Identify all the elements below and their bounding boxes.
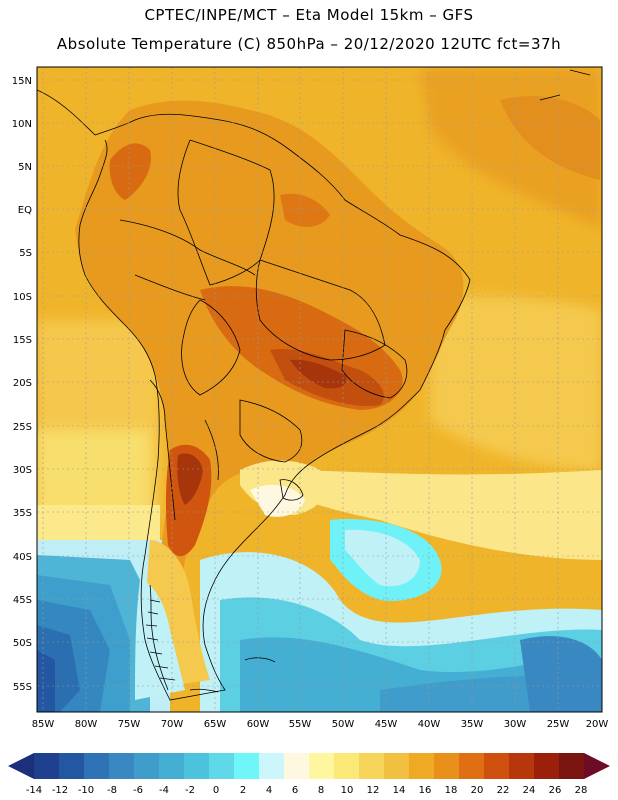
colorbar-label: -6 <box>133 785 143 796</box>
colorbar-label: 24 <box>523 785 536 796</box>
lat-label: 20S <box>13 378 32 389</box>
map-frame <box>36 66 603 713</box>
lat-label: 10N <box>12 119 32 130</box>
lon-label: 75W <box>118 719 141 730</box>
colorbar-label: -8 <box>107 785 117 796</box>
colorbar-swatch <box>59 753 85 779</box>
lon-label: 20W <box>586 719 609 730</box>
colorbar-swatch <box>134 753 160 779</box>
colorbar-swatch <box>359 753 385 779</box>
colorbar-swatch <box>484 753 510 779</box>
lat-label: 5N <box>18 162 32 173</box>
lon-label: 65W <box>204 719 227 730</box>
lon-label: 85W <box>32 719 55 730</box>
colorbar-under-arrow <box>8 753 34 779</box>
colorbar-swatch <box>184 753 210 779</box>
colorbar-swatch <box>309 753 335 779</box>
colorbar-swatch <box>84 753 110 779</box>
colorbar-over-arrow <box>584 753 610 779</box>
colorbar-label: 12 <box>367 785 380 796</box>
map-subtitle: Absolute Temperature (C) 850hPa – 20/12/… <box>56 35 562 53</box>
colorbar-swatch <box>459 753 485 779</box>
lat-label: 5S <box>19 248 32 259</box>
colorbar-swatch <box>234 753 260 779</box>
colorbar-swatch <box>259 753 285 779</box>
colorbar-label: 26 <box>549 785 562 796</box>
lon-axis: 85W 80W 75W 70W 65W 60W 55W 50W 45W 40W … <box>32 719 609 730</box>
lon-label: 25W <box>547 719 570 730</box>
colorbar-label: 28 <box>575 785 588 796</box>
colorbar-label: 10 <box>341 785 354 796</box>
coastlines <box>37 69 591 701</box>
lat-label: 40S <box>13 552 32 563</box>
lon-label: 70W <box>161 719 184 730</box>
colorbar-label: -10 <box>78 785 94 796</box>
lon-label: 55W <box>289 719 312 730</box>
lon-label: 60W <box>247 719 270 730</box>
lon-label: 30W <box>504 719 527 730</box>
lat-label: EQ <box>18 205 32 216</box>
colorbar-label: -2 <box>185 785 195 796</box>
lat-label: 55S <box>13 682 32 693</box>
colorbar-swatch <box>434 753 460 779</box>
lat-label: 25S <box>13 422 32 433</box>
colorbar-label: 16 <box>419 785 432 796</box>
colorbar-label: 22 <box>497 785 510 796</box>
grid-lines <box>37 67 602 712</box>
lat-label: 45S <box>13 595 32 606</box>
colorbar-label: 14 <box>393 785 406 796</box>
colorbar-swatch <box>409 753 435 779</box>
colorbar-label: 20 <box>471 785 484 796</box>
colorbar-label: 2 <box>240 785 246 796</box>
lat-axis: 15N 10N 5N EQ 5S 10S 15S 20S 25S 30S 35S… <box>12 76 32 693</box>
lat-label: 15N <box>12 76 32 87</box>
colorbar-label: 18 <box>445 785 458 796</box>
lat-label: 50S <box>13 638 32 649</box>
map-title: CPTEC/INPE/MCT – Eta Model 15km – GFS <box>144 6 474 24</box>
colorbar-swatch <box>534 753 560 779</box>
colorbar-label: 6 <box>292 785 298 796</box>
colorbar-swatch <box>384 753 410 779</box>
colorbar-swatch <box>109 753 135 779</box>
colorbar-label: -4 <box>159 785 169 796</box>
colorbar-swatch <box>209 753 235 779</box>
lat-label: 15S <box>13 335 32 346</box>
colorbar-swatch <box>159 753 185 779</box>
lat-label: 35S <box>13 508 32 519</box>
colorbar-swatch <box>509 753 535 779</box>
lat-label: 10S <box>13 292 32 303</box>
colorbar: -14 -12 -10 -8 -6 -4 -2 0 2 4 6 8 10 12 … <box>8 753 610 796</box>
lon-label: 35W <box>461 719 484 730</box>
temperature-field <box>37 67 602 712</box>
colorbar-label: 4 <box>266 785 272 796</box>
colorbar-label: 0 <box>213 785 219 796</box>
lon-label: 80W <box>75 719 98 730</box>
colorbar-swatch <box>284 753 310 779</box>
colorbar-label: 8 <box>318 785 324 796</box>
colorbar-label: -14 <box>26 785 42 796</box>
lon-label: 50W <box>332 719 355 730</box>
colorbar-swatch <box>559 753 585 779</box>
colorbar-swatch <box>334 753 360 779</box>
lon-label: 45W <box>375 719 398 730</box>
colorbar-swatch <box>34 753 60 779</box>
lon-label: 40W <box>418 719 441 730</box>
lat-label: 30S <box>13 465 32 476</box>
colorbar-label: -12 <box>52 785 68 796</box>
